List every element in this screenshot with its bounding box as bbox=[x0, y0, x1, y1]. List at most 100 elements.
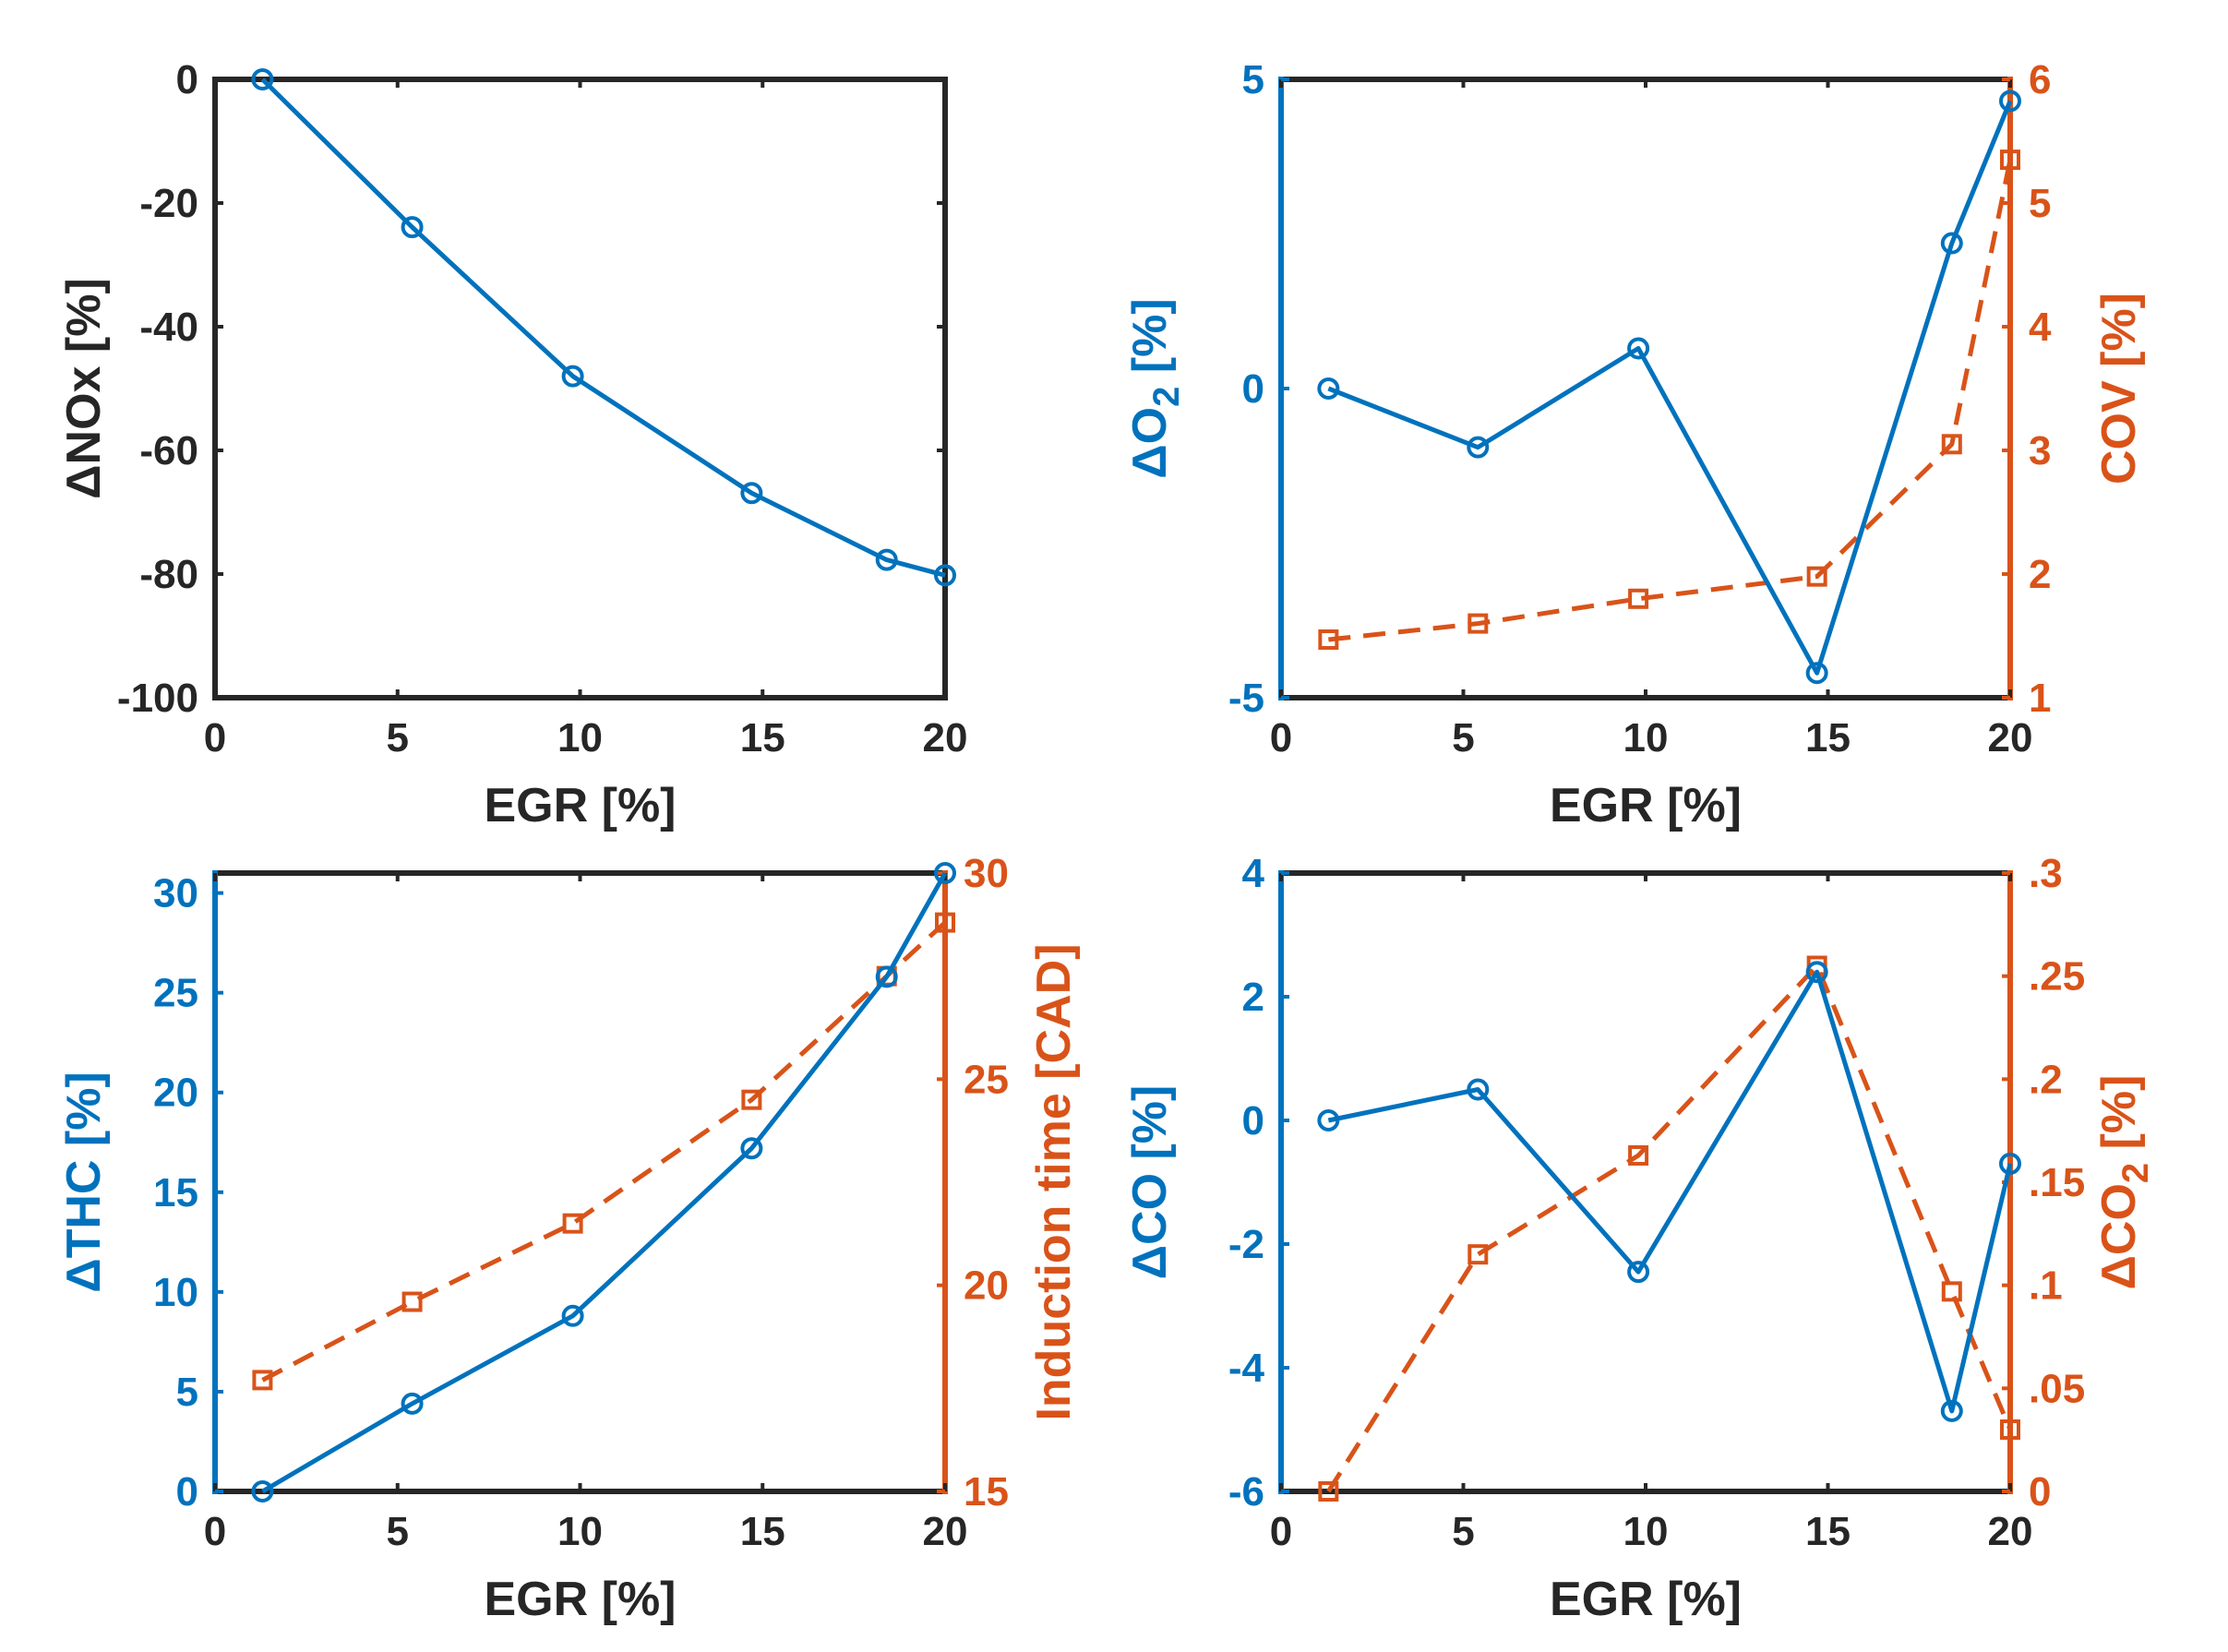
left-y-tick-label: 20 bbox=[153, 1071, 198, 1116]
right-series-point bbox=[2000, 150, 2020, 171]
left-y-axis-title-subscript: 2 bbox=[1146, 387, 1187, 407]
left-y-tick-label: -5 bbox=[1228, 676, 1264, 721]
left-y-tick-label: 2 bbox=[1242, 975, 1264, 1020]
left-y-tick-label: -4 bbox=[1228, 1346, 1265, 1391]
left-y-tick-label: -80 bbox=[139, 552, 198, 597]
left-series-point bbox=[1940, 1399, 1963, 1422]
left-series-point bbox=[561, 365, 584, 388]
right-series-point bbox=[562, 1213, 583, 1234]
left-y-tick-label: 15 bbox=[153, 1170, 198, 1215]
right-y-axis-title-main: Induction time [CAD] bbox=[1027, 943, 1081, 1420]
x-tick-label: 0 bbox=[1270, 715, 1292, 760]
chart-panel-1: 0 5 10 15 20 EGR [%] 0 -20 -40 -60 -80 -100 ΔNOx [%] bbox=[57, 57, 967, 832]
left-y-tick-label: 4 bbox=[1242, 851, 1265, 896]
right-y-tick-label: 6 bbox=[2029, 57, 2051, 102]
right-y-tick-label: .2 bbox=[2029, 1057, 2063, 1102]
left-y-axis-title-main: ΔNOx [%] bbox=[57, 278, 111, 499]
left-series-point bbox=[1467, 436, 1490, 459]
x-tick-label: 10 bbox=[1623, 715, 1669, 760]
left-y-axis-title: ΔTHC [%] bbox=[57, 1071, 111, 1293]
right-series-point bbox=[1628, 1144, 1649, 1166]
x-tick-label: 15 bbox=[1805, 1509, 1851, 1554]
left-series-point bbox=[934, 862, 956, 884]
left-y-axis-title-main: ΔO bbox=[1123, 407, 1177, 479]
left-series-point bbox=[934, 564, 956, 587]
left-series-point bbox=[561, 1304, 584, 1327]
right-series-point bbox=[1628, 588, 1649, 609]
x-tick-label: 20 bbox=[923, 1509, 968, 1554]
x-tick-label: 10 bbox=[1623, 1509, 1669, 1554]
left-y-tick-label: -6 bbox=[1228, 1469, 1264, 1514]
x-axis-title: EGR [%] bbox=[485, 1573, 677, 1626]
x-axis-title: EGR [%] bbox=[485, 779, 677, 832]
x-tick-label: 0 bbox=[1270, 1509, 1292, 1554]
left-y-tick-label: 0 bbox=[176, 1469, 198, 1514]
right-series-point bbox=[1318, 1481, 1339, 1502]
left-y-tick-label: 0 bbox=[176, 57, 198, 102]
left-series-point bbox=[875, 965, 898, 988]
left-series-line bbox=[1327, 100, 2013, 676]
left-series-point bbox=[1999, 1152, 2021, 1175]
right-y-tick-label: 15 bbox=[964, 1469, 1009, 1514]
left-y-axis-title-main: ΔCO [%] bbox=[1123, 1085, 1177, 1280]
right-y-axis-title-subscript: 2 bbox=[2115, 1163, 2156, 1183]
right-y-tick-label: 1 bbox=[2029, 676, 2051, 721]
x-tick-label: 10 bbox=[557, 1509, 603, 1554]
left-series-point bbox=[401, 1392, 424, 1415]
left-series-point bbox=[251, 1480, 274, 1502]
right-y-tick-label: 25 bbox=[964, 1057, 1009, 1102]
left-series-point bbox=[401, 216, 424, 239]
right-y-axis-title: COV [%] bbox=[2092, 293, 2146, 485]
x-tick-label: 5 bbox=[387, 1509, 409, 1554]
left-y-tick-label: 5 bbox=[1242, 57, 1264, 102]
left-y-tick-label: 10 bbox=[153, 1270, 198, 1315]
x-tick-label: 0 bbox=[204, 1509, 226, 1554]
right-series-point bbox=[935, 912, 955, 933]
x-tick-label: 20 bbox=[1988, 1509, 2033, 1554]
left-series-point bbox=[1940, 232, 1963, 255]
left-y-axis-title-tail: [%] bbox=[1123, 298, 1177, 386]
left-y-tick-label: 0 bbox=[1242, 1098, 1264, 1143]
right-y-tick-label: .1 bbox=[2029, 1263, 2063, 1309]
right-y-tick-label: .05 bbox=[2029, 1366, 2085, 1411]
right-series-point bbox=[741, 1089, 762, 1110]
right-y-tick-label: 0 bbox=[2029, 1469, 2051, 1514]
x-tick-label: 15 bbox=[1805, 715, 1851, 760]
left-y-axis-title: ΔNOx [%] bbox=[57, 278, 111, 499]
left-series-point bbox=[251, 68, 274, 90]
right-series-line bbox=[1328, 159, 2013, 642]
left-y-tick-label: -100 bbox=[117, 676, 198, 721]
left-series-line bbox=[260, 78, 946, 578]
left-series-point bbox=[1627, 337, 1650, 360]
left-y-tick-label: 0 bbox=[1242, 366, 1264, 412]
right-series-line bbox=[261, 920, 947, 1383]
left-series-point bbox=[1317, 1109, 1340, 1131]
x-tick-label: 5 bbox=[387, 715, 409, 760]
left-y-axis-title-main: ΔTHC [%] bbox=[57, 1071, 111, 1293]
left-y-tick-label: 5 bbox=[176, 1370, 198, 1415]
left-series-point bbox=[1805, 961, 1828, 984]
left-y-axis-title: ΔCO [%] bbox=[1123, 1085, 1177, 1280]
right-series-point bbox=[401, 1291, 423, 1312]
left-series-line bbox=[261, 871, 948, 1494]
right-y-axis-title-main: COV [%] bbox=[2092, 293, 2146, 485]
right-series-point bbox=[252, 1370, 273, 1391]
right-series-point bbox=[1467, 1244, 1489, 1265]
right-y-axis-title-tail: [%] bbox=[2092, 1075, 2146, 1163]
x-axis-title: EGR [%] bbox=[1550, 1573, 1742, 1626]
x-axis-title: EGR [%] bbox=[1550, 779, 1742, 832]
right-series-point bbox=[1467, 613, 1489, 634]
right-y-tick-label: 20 bbox=[964, 1263, 1009, 1309]
left-series-point bbox=[1467, 1078, 1490, 1101]
right-y-tick-label: .15 bbox=[2029, 1160, 2085, 1205]
left-y-tick-label: -40 bbox=[139, 305, 198, 350]
right-series-point bbox=[1941, 434, 1962, 455]
right-series-point bbox=[2000, 1419, 2020, 1440]
right-y-axis-title: Induction time [CAD] bbox=[1027, 943, 1081, 1420]
left-series-point bbox=[1805, 662, 1828, 685]
left-series-point bbox=[875, 548, 898, 571]
x-tick-label: 20 bbox=[923, 715, 968, 760]
